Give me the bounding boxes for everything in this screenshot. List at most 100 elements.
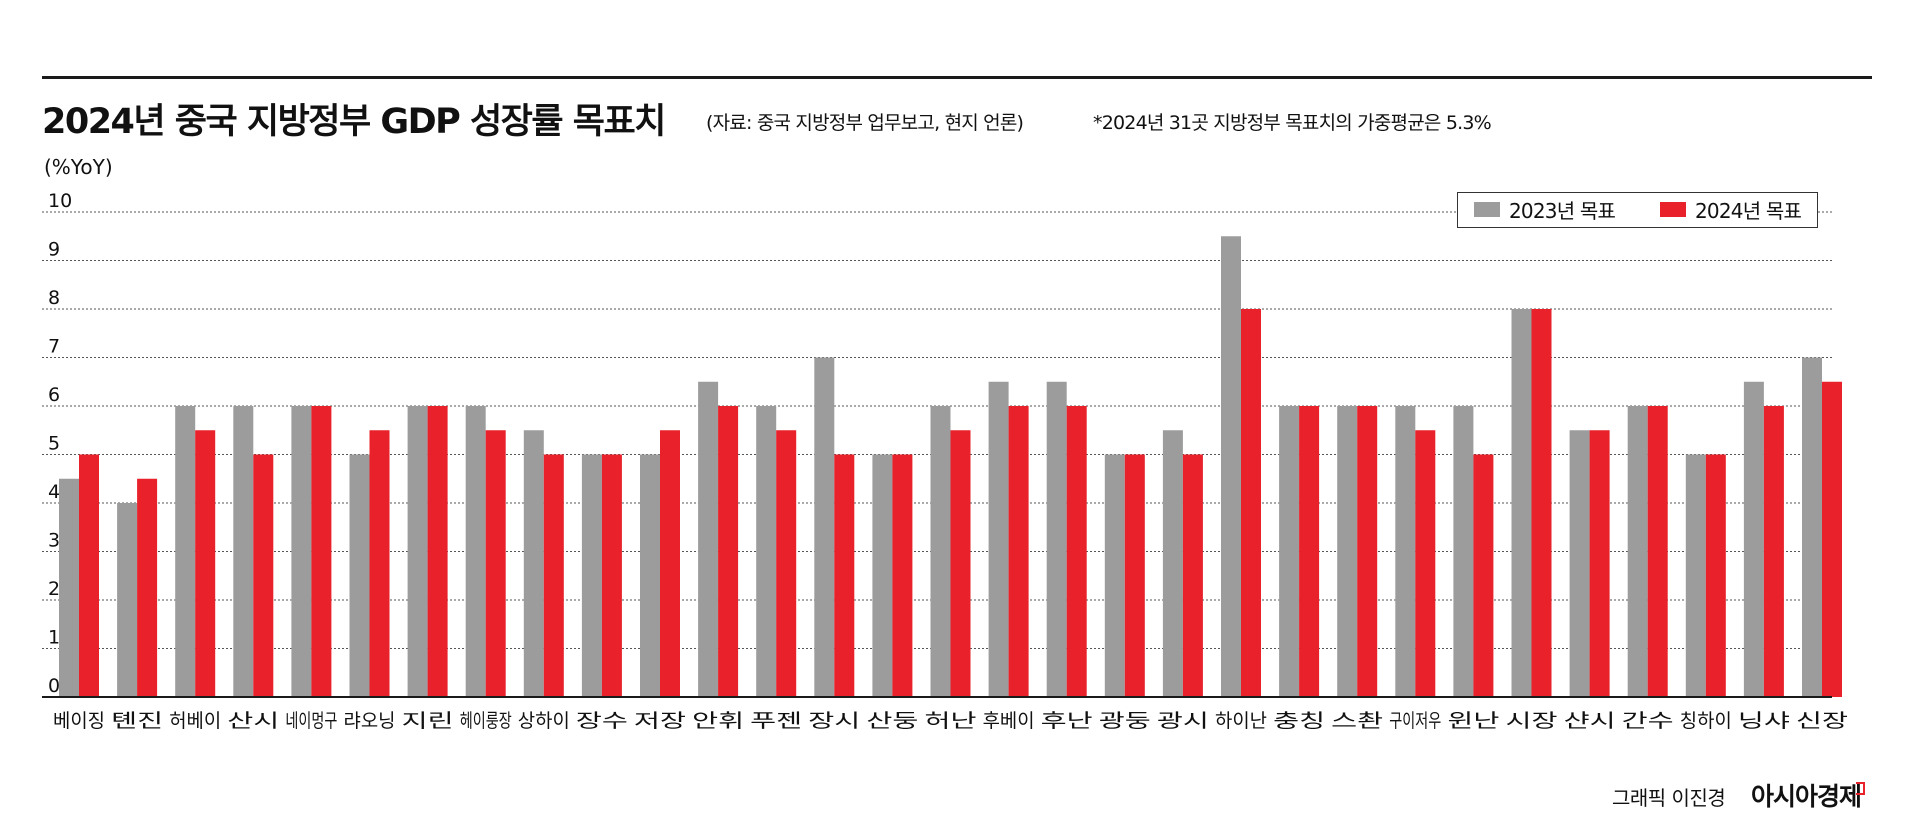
- bar-2023: [1453, 406, 1474, 697]
- y-tick-label: 5: [48, 433, 60, 455]
- x-tick-label: 장수: [576, 710, 628, 732]
- bar-2024: [195, 430, 216, 697]
- x-tick-label: 광시: [1157, 710, 1209, 732]
- bar-2024: [1182, 454, 1203, 697]
- bar-2023: [291, 406, 312, 697]
- chart-title: 2024년 중국 지방정부 GDP 성장률 목표치: [42, 102, 666, 142]
- x-tick-label: 산시: [227, 710, 279, 732]
- bar-2024: [718, 406, 739, 697]
- x-tick-label: 샨시: [1564, 710, 1616, 732]
- bar-2024: [1124, 454, 1145, 697]
- bar-2023: [1743, 381, 1764, 697]
- bar-2023: [698, 381, 719, 697]
- legend-item-2024: 2024년 목표: [1660, 193, 1802, 226]
- bar-2024: [1299, 406, 1320, 697]
- bar-2024: [427, 406, 448, 697]
- y-axis-unit-label: (%YoY): [44, 155, 113, 179]
- footnote: *2024년 31곳 지방정부 목표치의 가중평균은 5.3%: [1093, 112, 1492, 134]
- x-tick-label: 안휘: [692, 710, 744, 732]
- legend-item-2023: 2023년 목표: [1474, 193, 1616, 226]
- bar-2023: [640, 454, 660, 697]
- bar-2024: [834, 454, 855, 697]
- bar-2024: [1415, 430, 1436, 697]
- bar-2024: [1705, 454, 1726, 697]
- bar-2024: [1008, 406, 1029, 697]
- x-tick-label: 랴오닝: [344, 710, 396, 732]
- bar-2023: [117, 503, 138, 697]
- bar-2023: [756, 406, 777, 697]
- x-tick-label: 광둥: [1099, 710, 1151, 732]
- x-tick-label: 저장: [634, 710, 686, 732]
- bar-2024: [892, 454, 913, 697]
- brand-mark-icon: [1856, 782, 1865, 795]
- x-tick-label: 후난: [1041, 710, 1093, 732]
- x-tick-label: 지린: [402, 710, 454, 732]
- x-tick-label: 하이난: [1215, 710, 1267, 732]
- x-tick-label: 칭하이: [1680, 710, 1732, 732]
- top-rule: [42, 76, 1872, 79]
- x-tick-label: 스촨: [1331, 710, 1383, 732]
- legend: 2023년 목표 2024년 목표: [1457, 192, 1818, 228]
- bar-2024: [950, 430, 971, 697]
- bar-2023: [1511, 309, 1532, 697]
- bar-2024: [369, 430, 390, 697]
- bar-2023: [581, 454, 602, 697]
- source-note: (자료: 중국 지방정부 업무보고, 현지 언론): [706, 112, 1024, 134]
- bar-2024: [1473, 454, 1494, 697]
- bar-2023: [1395, 406, 1416, 697]
- bar-2024: [1763, 406, 1784, 697]
- bar-2023: [814, 357, 835, 697]
- bar-2023: [349, 454, 370, 697]
- y-tick-label: 9: [48, 239, 60, 261]
- y-tick-label: 1: [48, 627, 60, 649]
- bar-2024: [79, 454, 99, 697]
- x-tick-label: 허난: [925, 710, 977, 732]
- x-tick-label: 구이저우: [1389, 710, 1441, 732]
- bar-2024: [660, 430, 680, 697]
- x-tick-label: 후베이: [983, 710, 1035, 732]
- bar-2024: [1066, 406, 1087, 697]
- bar-2023: [1279, 406, 1300, 697]
- y-tick-label: 4: [48, 481, 60, 503]
- bar-2024: [1822, 381, 1842, 697]
- bar-2024: [1589, 430, 1610, 697]
- x-tick-label: 베이징: [53, 710, 105, 732]
- bar-2023: [1221, 236, 1241, 697]
- x-tick-label: 시장: [1506, 710, 1558, 732]
- x-tick-label: 신장: [1796, 710, 1848, 732]
- bar-2023: [465, 406, 486, 697]
- bar-2023: [1162, 430, 1183, 697]
- bar-2023: [1046, 381, 1067, 697]
- legend-label-2023: 2023년 목표: [1509, 199, 1616, 223]
- bar-2024: [543, 454, 564, 697]
- x-tick-label: 톈진: [111, 710, 163, 732]
- x-tick-label: 푸젠: [750, 710, 802, 732]
- y-tick-label: 6: [48, 384, 60, 406]
- legend-swatch-2024: [1660, 202, 1686, 217]
- x-tick-label: 허베이: [169, 710, 221, 732]
- bar-2024: [253, 454, 274, 697]
- x-tick-label: 네이멍구: [285, 710, 337, 732]
- y-tick-label: 2: [48, 578, 60, 600]
- bar-2023: [988, 381, 1009, 697]
- bar-2024: [1241, 309, 1261, 697]
- legend-label-2024: 2024년 목표: [1695, 199, 1802, 223]
- bar-2023: [1802, 357, 1822, 697]
- x-tick-label: 상하이: [518, 710, 570, 732]
- bar-2023: [407, 406, 428, 697]
- bar-2023: [1627, 406, 1648, 697]
- bar-2024: [137, 478, 158, 697]
- x-tick-label: 산둥: [866, 710, 918, 732]
- x-tick-label: 장시: [808, 710, 860, 732]
- bar-2023: [175, 406, 196, 697]
- bar-2023: [59, 478, 79, 697]
- bar-2023: [1337, 406, 1358, 697]
- bar-2024: [601, 454, 622, 697]
- x-tick-label: 닝샤: [1738, 710, 1790, 732]
- bar-2024: [1531, 309, 1552, 697]
- graphic-credit: 그래픽 이진경: [1612, 786, 1726, 810]
- bar-2024: [485, 430, 506, 697]
- bar-2023: [872, 454, 893, 697]
- bar-2023: [523, 430, 544, 697]
